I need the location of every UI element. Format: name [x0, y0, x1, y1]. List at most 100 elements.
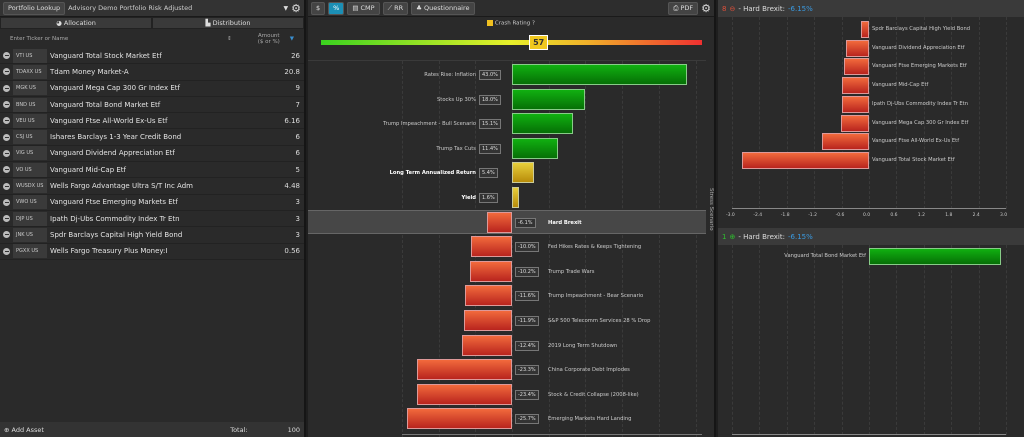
remove-holding-icon[interactable]	[3, 84, 10, 92]
scenario-bar[interactable]	[407, 408, 512, 430]
dollar-button[interactable]: $	[311, 1, 326, 15]
contributor-bar[interactable]	[844, 58, 869, 76]
contributor-bar[interactable]	[742, 151, 869, 169]
scenario-label[interactable]: Emerging Markets Hard Landing	[548, 416, 632, 423]
scenario-label[interactable]: Rates Rise: Inflation	[424, 72, 476, 78]
holding-row[interactable]: VTI US Vanguard Total Stock Market Etf 26	[0, 48, 304, 65]
questionnaire-button[interactable]: ♣ Questionnaire	[411, 1, 475, 15]
holding-amount[interactable]: 9	[295, 84, 300, 93]
rr-button[interactable]: ⟋ RR	[382, 1, 409, 15]
remove-holding-icon[interactable]	[3, 117, 10, 125]
holding-row[interactable]: DJP US Ipath Dj-Ubs Commodity Index Tr Et…	[0, 211, 304, 228]
holding-row[interactable]: CSJ US Ishares Barclays 1-3 Year Credit B…	[0, 129, 304, 146]
gear-icon[interactable]: ⚙	[701, 1, 711, 15]
scenario-bar[interactable]	[471, 236, 512, 258]
ticker-field[interactable]: VWO US	[13, 195, 47, 210]
help-icon[interactable]: ?	[531, 20, 535, 27]
holding-amount[interactable]: 4.48	[284, 182, 300, 191]
holding-row[interactable]: MGK US Vanguard Mega Cap 300 Gr Index Etf…	[0, 81, 304, 97]
ticker-field[interactable]: PGXX US	[13, 244, 47, 259]
scenario-bar[interactable]	[461, 334, 512, 356]
remove-holding-icon[interactable]	[3, 247, 10, 255]
holding-row[interactable]: VIG US Vanguard Dividend Appreciation Etf…	[0, 146, 304, 163]
scenario-label[interactable]: Trump Trade Wars	[548, 268, 595, 275]
remove-holding-icon[interactable]	[3, 133, 10, 141]
scenario-label[interactable]: Stocks Up 30%	[437, 96, 476, 103]
scenario-label[interactable]: China Corporate Debt Implodes	[548, 367, 630, 374]
ticker-field[interactable]: VEU US	[13, 113, 47, 128]
scenario-label[interactable]: Trump Tax Cuts	[436, 145, 476, 152]
gear-icon[interactable]: ⚙	[291, 1, 301, 15]
holding-amount[interactable]: 3	[295, 230, 300, 239]
scenario-bar[interactable]	[487, 211, 512, 233]
holding-row[interactable]: VO US Vanguard Mid-Cap Etf 5	[0, 162, 304, 179]
scenario-label[interactable]: Stock & Credit Collapse (2008-like)	[548, 391, 639, 398]
holding-amount[interactable]: 26	[291, 51, 300, 60]
ticker-field[interactable]: DJP US	[13, 211, 47, 226]
scenario-bar[interactable]	[416, 383, 512, 405]
holding-row[interactable]: VEU US Vanguard Ftse All-World Ex-Us Etf 6…	[0, 113, 304, 130]
scenario-label[interactable]: Trump Impeachment - Bull Scenario	[383, 121, 476, 128]
remove-holding-icon[interactable]	[3, 52, 10, 60]
amount-column-header[interactable]: Amount ($ or %)	[257, 32, 280, 45]
remove-holding-icon[interactable]	[3, 149, 10, 157]
contributor-bar[interactable]	[846, 39, 869, 57]
sort-desc-icon[interactable]: ▼	[289, 35, 294, 42]
holding-amount[interactable]: 0.56	[284, 247, 300, 256]
holding-row[interactable]: TDAXX US Tdam Money Market-A 20.8	[0, 64, 304, 81]
scenario-bar[interactable]	[463, 310, 512, 331]
scenario-label[interactable]: 2019 Long Term Shutdown	[548, 342, 618, 349]
contributor-bar[interactable]	[841, 114, 869, 132]
holding-row[interactable]: PGXX US Wells Fargo Treasury Plus Money:I…	[0, 244, 304, 260]
scenario-bar[interactable]	[512, 137, 559, 159]
scenario-label[interactable]: Trump Impeachment - Bear Scenario	[548, 293, 644, 300]
tab-allocation[interactable]: ◕ Allocation	[0, 17, 152, 29]
scenario-label[interactable]: S&P 500 Telecomm Services 28 % Drop	[548, 318, 651, 324]
holding-amount[interactable]: 6	[295, 133, 300, 142]
holding-amount[interactable]: 5	[295, 165, 300, 174]
scenario-bar[interactable]	[417, 359, 512, 381]
remove-holding-icon[interactable]	[3, 182, 10, 190]
ticker-field[interactable]: VO US	[13, 162, 47, 177]
holding-row[interactable]: JNK US Spdr Barclays Capital High Yield B…	[0, 227, 304, 244]
ticker-field[interactable]: VTI US	[13, 48, 47, 63]
remove-holding-icon[interactable]	[3, 166, 10, 174]
scenario-bar[interactable]	[464, 285, 512, 307]
ticker-field[interactable]: VIG US	[13, 146, 47, 161]
add-asset-button[interactable]: ⊕ Add Asset	[4, 425, 44, 434]
remove-holding-icon[interactable]	[3, 68, 10, 76]
scenario-bar[interactable]	[512, 162, 534, 184]
holding-amount[interactable]: 3	[295, 198, 300, 207]
remove-holding-icon[interactable]	[3, 215, 10, 223]
ticker-field[interactable]: MGK US	[13, 81, 47, 96]
contributor-bar[interactable]	[869, 248, 1002, 265]
contributor-bar[interactable]	[821, 133, 869, 151]
remove-holding-icon[interactable]	[3, 198, 10, 206]
sort-icon[interactable]: ⇕	[227, 35, 232, 42]
ticker-field[interactable]: JNK US	[13, 227, 47, 242]
pdf-button[interactable]: ⎙ PDF	[668, 1, 699, 15]
scenario-label[interactable]: Long Term Annualized Return	[389, 170, 476, 177]
ticker-field[interactable]: BND US	[13, 97, 47, 112]
holding-amount[interactable]: 6	[295, 149, 300, 158]
holding-row[interactable]: VWO US Vanguard Ftse Emerging Markets Etf…	[0, 195, 304, 211]
scenario-bar[interactable]	[470, 260, 512, 282]
ticker-field[interactable]: WUSDX US	[13, 179, 47, 194]
contributor-bar[interactable]	[841, 77, 869, 95]
scenario-label[interactable]: Hard Brexit	[548, 219, 582, 226]
ticker-field[interactable]: CSJ US	[13, 130, 47, 145]
scenario-bar[interactable]	[512, 187, 519, 208]
portfolio-lookup-button[interactable]: Portfolio Lookup	[3, 1, 66, 15]
contributor-bar[interactable]	[841, 95, 869, 113]
scenario-label[interactable]: Yield	[461, 195, 476, 201]
holding-amount[interactable]: 7	[295, 100, 300, 109]
scenario-label[interactable]: Fed Hikes Rates & Keeps Tightening	[548, 244, 642, 251]
scenario-bar[interactable]	[512, 64, 687, 85]
contributor-bar[interactable]	[860, 21, 869, 38]
tab-distribution[interactable]: ▙ Distribution	[152, 17, 304, 29]
holding-amount[interactable]: 3	[295, 214, 300, 223]
cmp-button[interactable]: ▤ CMP	[347, 1, 380, 15]
remove-holding-icon[interactable]	[3, 101, 10, 109]
dropdown-icon[interactable]: ▼	[283, 4, 289, 12]
holding-row[interactable]: BND US Vanguard Total Bond Market Etf 7	[0, 97, 304, 114]
